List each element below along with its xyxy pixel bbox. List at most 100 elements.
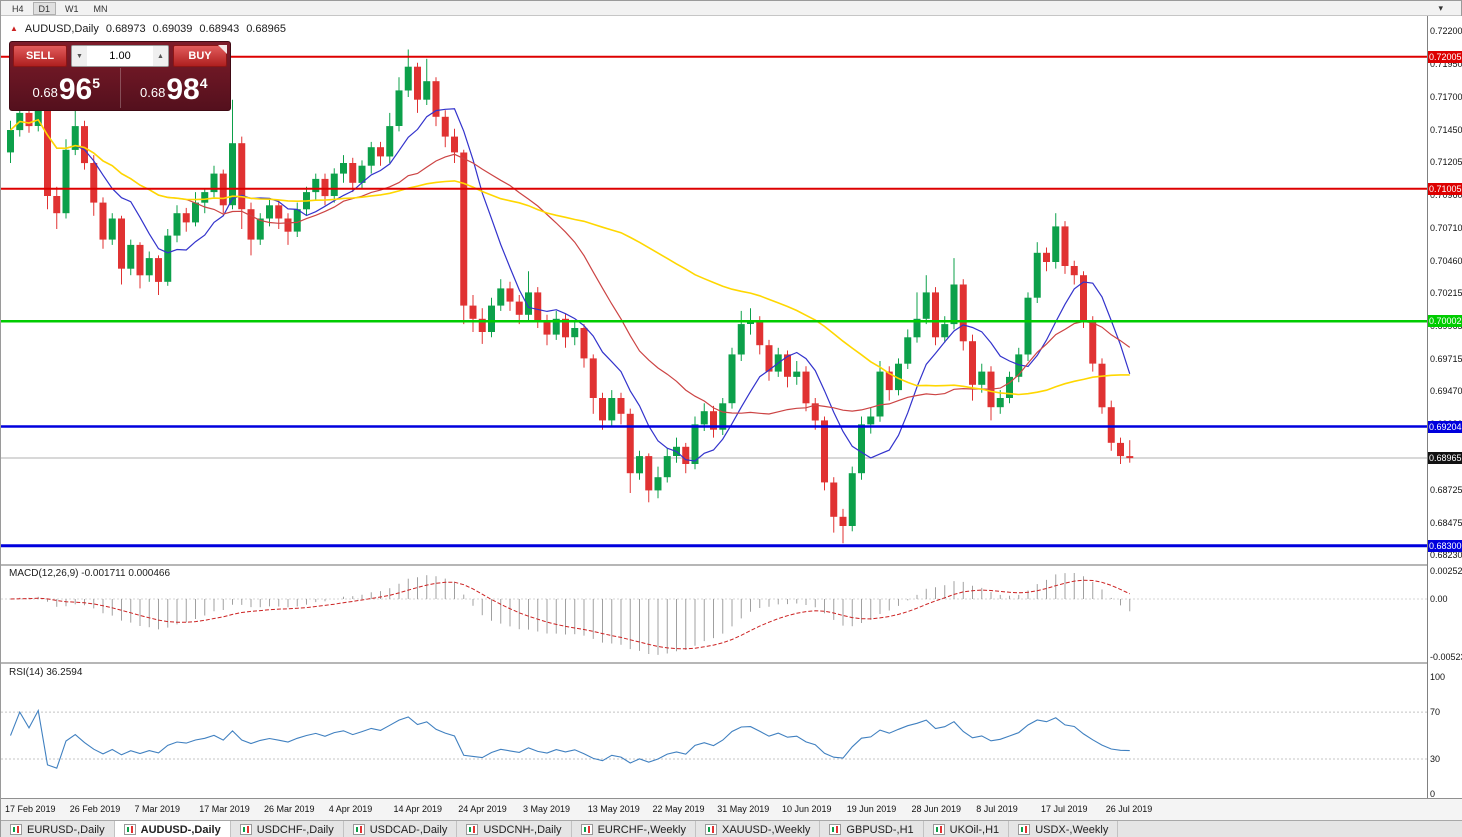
rsi-line xyxy=(9,708,1130,769)
mini-chart-icon xyxy=(239,824,252,835)
date-axis-label: 28 Jun 2019 xyxy=(911,804,962,814)
timeframe-button-w1[interactable]: W1 xyxy=(59,2,85,15)
date-axis-label: 17 Jul 2019 xyxy=(1041,804,1088,814)
macd-name: MACD(12,26,9) xyxy=(9,568,79,579)
date-axis-label: 19 Jun 2019 xyxy=(846,804,897,814)
rsi-axis-label: 100 xyxy=(1430,672,1446,682)
volume-decrease-button[interactable]: ▼ xyxy=(72,46,87,66)
date-axis-label: 26 Jul 2019 xyxy=(1105,804,1153,814)
price-axis-label: 0.69470 xyxy=(1430,386,1462,397)
moving-average-8 xyxy=(10,108,1131,462)
ohlc-open: 0.68973 xyxy=(105,23,146,35)
tab-ukoil-h1[interactable]: UKOil-,H1 xyxy=(923,821,1010,837)
volume-increase-button[interactable]: ▲ xyxy=(153,46,168,66)
price-axis-label: 0.71950 xyxy=(1430,59,1462,70)
price-level-tag: 0.70002 xyxy=(1428,315,1462,328)
timeframe-toolbar: H4 D1 W1 MN ▾ xyxy=(1,1,1461,16)
buy-price-prefix: 0.68 xyxy=(140,85,166,100)
chevron-down-icon[interactable]: ▾ xyxy=(1438,3,1443,13)
macd-axis-label: 0.00 xyxy=(1430,594,1448,604)
tab-label: USDCNH-,Daily xyxy=(483,823,562,836)
date-axis-label: 8 Jul 2019 xyxy=(976,804,1018,814)
mini-chart-icon xyxy=(932,824,945,835)
rsi-label: RSI(14) 36.2594 xyxy=(9,667,82,678)
main-price-chart[interactable] xyxy=(1,16,1427,564)
date-axis-label: 4 Apr 2019 xyxy=(328,804,373,814)
tab-usdx-weekly[interactable]: USDX-,Weekly xyxy=(1009,821,1119,837)
macd-indicator-panel[interactable] xyxy=(1,566,1427,662)
symbol-arrow-icon: ▲ xyxy=(10,24,18,33)
price-level-tag: 0.72005 xyxy=(1428,50,1462,63)
date-axis-label: 10 Jun 2019 xyxy=(782,804,832,814)
moving-average-50 xyxy=(9,118,1130,396)
macd-label: MACD(12,26,9) -0.001711 0.000466 xyxy=(9,568,170,579)
tab-xauusd-weekly[interactable]: XAUUSD-,Weekly xyxy=(695,821,821,837)
rsi-name: RSI(14) xyxy=(9,667,44,678)
buy-button[interactable]: BUY xyxy=(173,45,227,67)
mini-chart-icon xyxy=(704,824,717,835)
macd-axis-label: -0.00523 xyxy=(1430,652,1462,663)
tab-label: EURUSD-,Daily xyxy=(27,823,105,836)
date-axis-label: 13 May 2019 xyxy=(587,804,640,814)
macd-signal-value: 0.000466 xyxy=(128,568,171,579)
price-axis[interactable]: 0.722000.719500.717000.714500.712050.709… xyxy=(1427,16,1462,799)
tab-audusd-daily[interactable]: AUDUSD-,Daily xyxy=(114,821,231,837)
tab-eurchf-weekly[interactable]: EURCHF-,Weekly xyxy=(571,821,696,837)
price-axis-label: 0.70215 xyxy=(1430,288,1462,299)
tab-label: AUDUSD-,Daily xyxy=(140,823,221,836)
date-axis-label: 24 Apr 2019 xyxy=(458,804,507,814)
date-axis-label: 31 May 2019 xyxy=(717,804,770,814)
timeframe-button-h4[interactable]: H4 xyxy=(6,2,30,15)
panel-divider[interactable] xyxy=(1,564,1462,566)
sell-price-prefix: 0.68 xyxy=(32,85,58,100)
mini-chart-icon xyxy=(580,824,593,835)
mini-chart-icon xyxy=(829,824,842,835)
one-click-trading-panel: SELL ▼ ▲ BUY 0.68 96 5 0.68 98 4 xyxy=(9,41,231,111)
date-axis-label: 14 Apr 2019 xyxy=(393,804,443,814)
tab-eurusd-daily[interactable]: EURUSD-,Daily xyxy=(1,821,115,837)
date-axis-label: 26 Feb 2019 xyxy=(69,804,121,814)
price-level-tag: 0.69204 xyxy=(1428,420,1462,433)
rsi-indicator-panel[interactable] xyxy=(1,664,1427,798)
sell-price-big: 96 xyxy=(58,73,93,106)
collapse-triangle-icon[interactable] xyxy=(218,45,227,54)
date-axis[interactable]: 17 Feb 2019 26 Feb 2019 7 Mar 2019 17 Mar 2… xyxy=(1,798,1462,820)
date-axis-label: 17 Feb 2019 xyxy=(5,804,56,814)
timeframe-button-d1[interactable]: D1 xyxy=(32,1,57,15)
macd-histogram xyxy=(19,573,1131,655)
tab-gbpusd-h1[interactable]: GBPUSD-,H1 xyxy=(820,821,924,837)
price-axis-label: 0.69715 xyxy=(1430,354,1462,365)
mini-chart-icon xyxy=(466,824,479,835)
macd-axis-label: 0.00252 xyxy=(1430,566,1462,577)
rsi-axis-label: 70 xyxy=(1430,707,1441,718)
date-axis-label: 3 May 2019 xyxy=(523,804,571,814)
price-axis-label: 0.68475 xyxy=(1430,517,1462,528)
price-level-tag: 0.71005 xyxy=(1428,182,1462,195)
ohlc-low: 0.68943 xyxy=(199,23,240,35)
panel-divider[interactable] xyxy=(1,662,1462,664)
volume-stepper: ▼ ▲ xyxy=(71,45,169,67)
sell-price-quote[interactable]: 0.68 96 5 xyxy=(13,68,121,108)
price-axis-label: 0.71205 xyxy=(1430,157,1462,168)
price-axis-label: 0.71450 xyxy=(1430,125,1462,136)
price-level-tag: 0.68300 xyxy=(1428,539,1462,552)
volume-input[interactable] xyxy=(87,46,153,66)
mini-chart-icon xyxy=(352,824,365,835)
buy-price-quote[interactable]: 0.68 98 4 xyxy=(121,68,228,108)
chart-symbol: AUDUSD,Daily xyxy=(24,23,99,35)
sell-button[interactable]: SELL xyxy=(13,45,67,67)
moving-average-20 xyxy=(10,119,1131,415)
tab-usdchf-daily[interactable]: USDCHF-,Daily xyxy=(230,821,344,837)
timeframe-button-mn[interactable]: MN xyxy=(88,2,114,15)
candlestick-series xyxy=(7,49,1134,544)
tab-label: GBPUSD-,H1 xyxy=(846,823,914,836)
tab-label: USDCHF-,Daily xyxy=(256,823,334,836)
tab-usdcad-daily[interactable]: USDCAD-,Daily xyxy=(343,821,458,837)
ohlc-high: 0.69039 xyxy=(152,23,193,35)
tab-usdcnh-daily[interactable]: USDCNH-,Daily xyxy=(457,821,572,837)
price-axis-label: 0.70710 xyxy=(1430,222,1462,233)
date-axis-label: 26 Mar 2019 xyxy=(264,804,315,814)
macd-main-value: -0.001711 xyxy=(81,568,126,579)
price-axis-label: 0.68230 xyxy=(1430,550,1462,561)
